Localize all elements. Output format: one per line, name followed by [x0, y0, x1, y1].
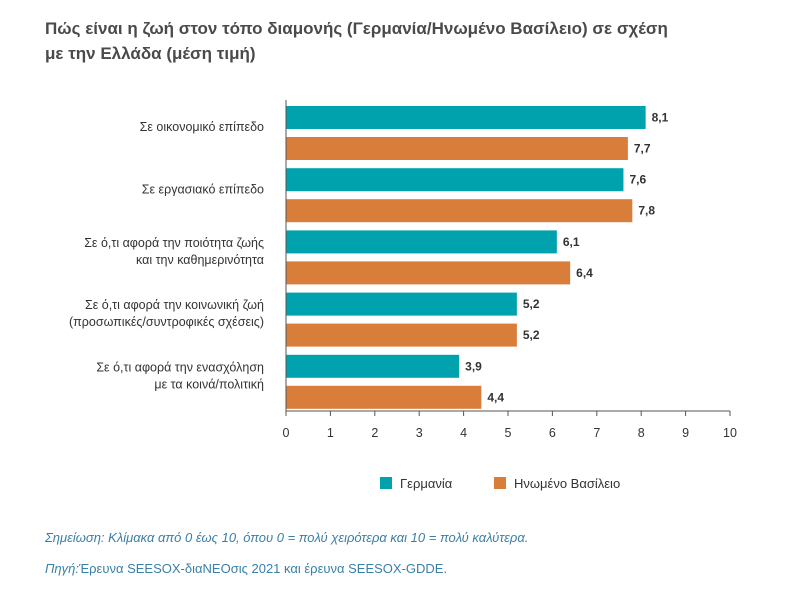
category-label-0-0: Σε οικονομικό επίπεδο [140, 120, 264, 134]
data-label-germany-0: 8,1 [652, 111, 669, 125]
x-tick-label-0: 0 [283, 426, 290, 440]
note-text: Κλίμακα από 0 έως 10, όπου 0 = πολύ χειρ… [108, 530, 529, 545]
x-tick-label-3: 3 [416, 426, 423, 440]
x-tick-label-9: 9 [682, 426, 689, 440]
legend-swatch-germany [380, 477, 392, 489]
legend-swatch-uk [494, 477, 506, 489]
chart-title: Πώς είναι η ζωή στον τόπο διαμονής (Γερμ… [45, 16, 745, 66]
bar-germany-0 [286, 106, 646, 129]
bar-uk-0 [286, 137, 628, 160]
category-label-4-1: με τα κοινά/πολιτική [154, 377, 264, 391]
source-text: Έρευνα SEESOX-διαΝΕΟσις 2021 και έρευνα … [78, 561, 448, 576]
legend-label-germany: Γερμανία [400, 476, 453, 491]
category-label-2-1: και την καθημερινότητα [136, 253, 264, 267]
bar-germany-2 [286, 230, 557, 254]
x-tick-label-2: 2 [371, 426, 378, 440]
bar-chart: 8,1 7,7 Σε οικονομικό επίπεδο 7,6 7,8 Σε εργα… [69, 100, 737, 491]
data-label-germany-4: 3,9 [465, 359, 482, 373]
category-label-1-0: Σε εργασιακό επίπεδο [142, 182, 264, 196]
chart-source: Πηγή:Έρευνα SEESOX-διαΝΕΟσις 2021 και έρ… [45, 561, 447, 576]
category-label-3-1: (προσωπικές/συντροφικές σχέσεις) [69, 315, 264, 329]
x-tick-label-7: 7 [593, 426, 600, 440]
chart-title-line-1: Πώς είναι η ζωή στον τόπο διαμονής (Γερμ… [45, 19, 668, 38]
category-label-2-0: Σε ό,τι αφορά την ποιότητα ζωής [84, 236, 264, 250]
data-label-uk-0: 7,7 [634, 142, 651, 156]
bar-germany-1 [286, 168, 624, 192]
data-label-uk-2: 6,4 [576, 266, 593, 280]
data-label-germany-1: 7,6 [629, 173, 646, 187]
bar-uk-3 [286, 323, 517, 347]
x-tick-label-1: 1 [327, 426, 334, 440]
data-label-uk-1: 7,8 [638, 204, 655, 218]
chart-title-line-2: με την Ελλάδα (μέση τιμή) [45, 44, 256, 63]
x-tick-label-10: 10 [723, 426, 737, 440]
data-label-germany-2: 6,1 [563, 235, 580, 249]
bar-germany-4 [286, 354, 460, 378]
bar-uk-4 [286, 385, 482, 409]
data-label-uk-3: 5,2 [523, 328, 540, 342]
x-tick-label-8: 8 [638, 426, 645, 440]
note-label: Σημείωση: [45, 530, 105, 545]
legend-label-uk: Ηνωμένο Βασίλειο [514, 476, 620, 491]
x-tick-label-4: 4 [460, 426, 467, 440]
bar-germany-3 [286, 292, 517, 316]
x-tick-label-6: 6 [549, 426, 556, 440]
category-label-4-0: Σε ό,τι αφορά την ενασχόληση [96, 360, 264, 374]
category-label-3-0: Σε ό,τι αφορά την κοινωνική ζωή [85, 298, 264, 312]
chart-note: Σημείωση: Κλίμακα από 0 έως 10, όπου 0 =… [45, 530, 528, 545]
source-label: Πηγή: [45, 561, 79, 576]
x-tick-label-5: 5 [505, 426, 512, 440]
bar-uk-2 [286, 261, 571, 285]
data-label-germany-3: 5,2 [523, 297, 540, 311]
data-label-uk-4: 4,4 [487, 390, 504, 404]
bar-uk-1 [286, 199, 633, 223]
